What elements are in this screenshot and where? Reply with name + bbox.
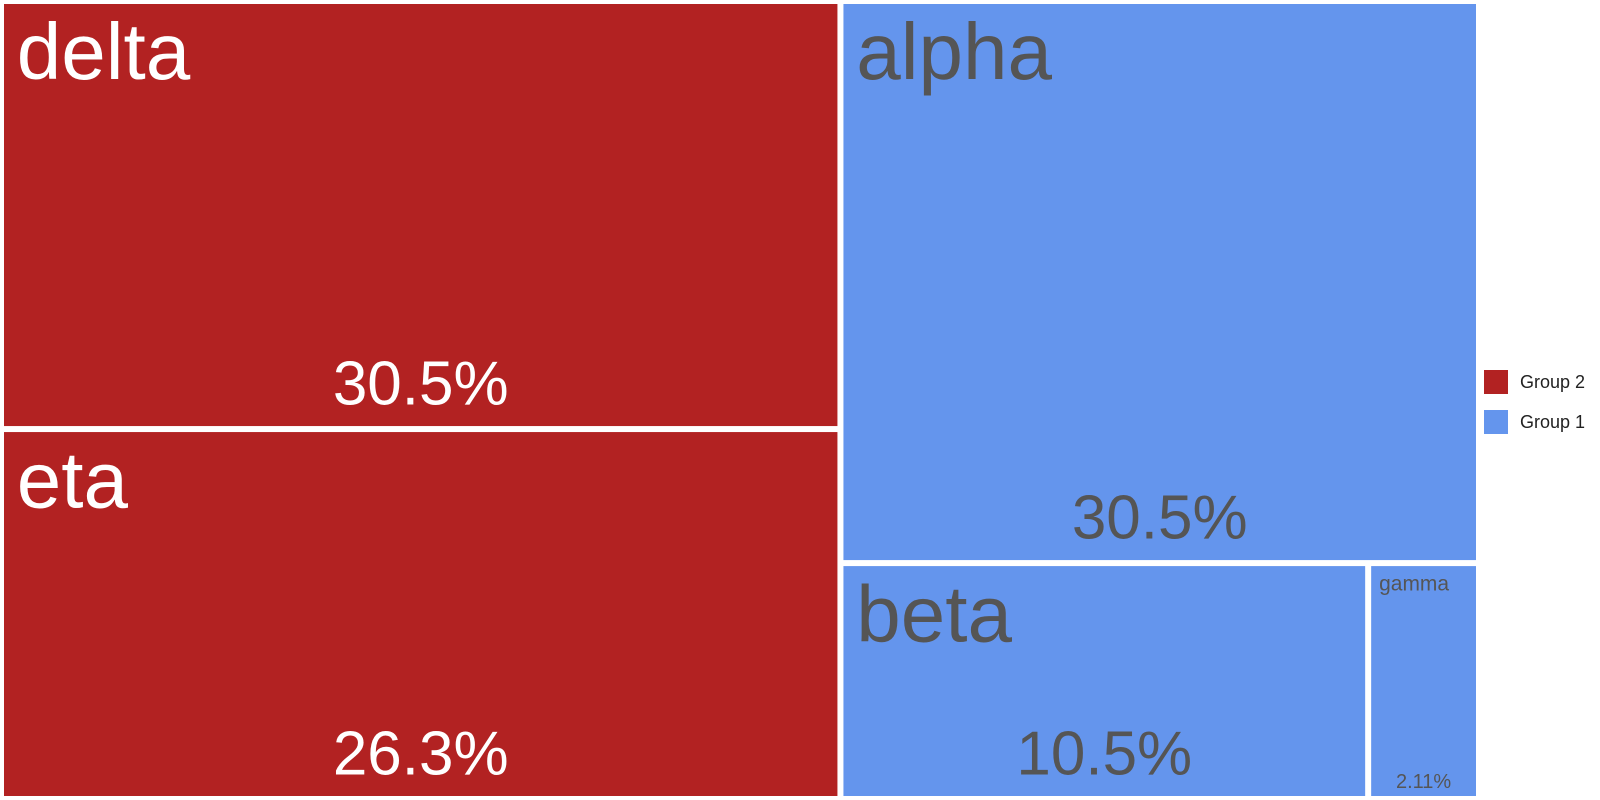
cell-alpha xyxy=(843,4,1476,561)
cell-name-delta: delta xyxy=(17,7,191,96)
cell-gamma xyxy=(1371,566,1476,796)
legend-swatch-group-2 xyxy=(1484,370,1508,394)
cell-value-beta: 10.5% xyxy=(1016,719,1192,788)
legend-swatch-group-1 xyxy=(1484,410,1508,434)
cell-value-alpha: 30.5% xyxy=(1072,483,1248,552)
cell-eta xyxy=(4,432,838,796)
legend-label-group-1: Group 1 xyxy=(1520,411,1586,432)
legend-item-group-1: Group 1 xyxy=(1484,410,1585,434)
legend-label-group-2: Group 2 xyxy=(1520,371,1586,392)
cell-value-delta: 30.5% xyxy=(333,349,509,418)
cell-value-gamma: 2.11% xyxy=(1396,771,1451,793)
legend-item-group-2: Group 2 xyxy=(1484,370,1585,394)
cell-name-eta: eta xyxy=(17,435,129,524)
cell-name-alpha: alpha xyxy=(856,7,1052,96)
cell-name-gamma: gamma xyxy=(1379,572,1449,595)
cell-delta xyxy=(4,4,838,427)
cell-name-beta: beta xyxy=(856,569,1012,658)
cell-value-eta: 26.3% xyxy=(333,719,509,788)
legend: Group 2 Group 1 xyxy=(1484,370,1585,434)
cell-beta xyxy=(843,566,1366,796)
